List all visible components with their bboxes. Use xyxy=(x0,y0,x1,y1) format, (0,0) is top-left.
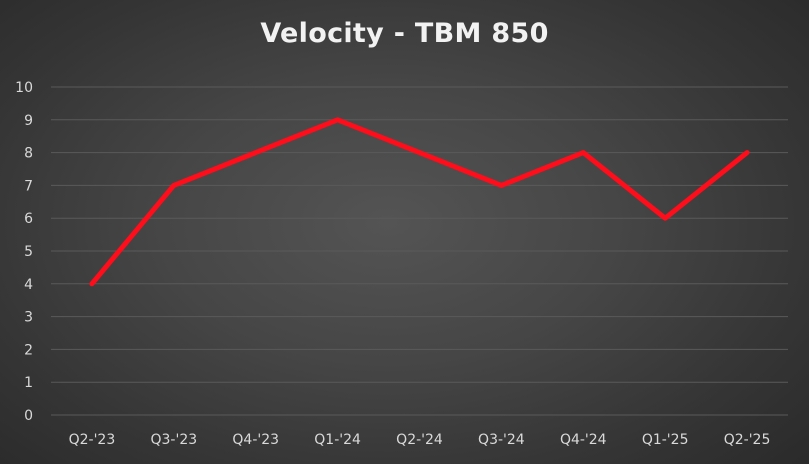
x-axis-labels: Q2-'23 Q3-'23 Q4-'23 Q1-'24 Q2-'24 Q3-'24 Q4-'… xyxy=(69,432,771,448)
x-tick-label: Q4-'24 xyxy=(560,432,607,448)
gridlines xyxy=(51,86,788,416)
y-tick-label: 7 xyxy=(24,178,33,194)
y-tick-label: 0 xyxy=(24,408,33,424)
x-tick-label: Q2-'24 xyxy=(396,432,443,448)
x-tick-label: Q1-'25 xyxy=(642,432,689,448)
x-tick-label: Q3-'23 xyxy=(151,432,198,448)
y-tick-label: 8 xyxy=(24,146,33,162)
chart-title: Velocity - TBM 850 xyxy=(260,18,549,49)
x-tick-label: Q4-'23 xyxy=(232,432,279,448)
y-tick-label: 1 xyxy=(24,375,33,391)
y-tick-label: 6 xyxy=(24,211,33,227)
series-velocity xyxy=(89,117,750,287)
x-tick-label: Q2-'23 xyxy=(69,432,116,448)
x-tick-label: Q1-'24 xyxy=(314,432,361,448)
y-tick-label: 3 xyxy=(24,310,33,326)
y-tick-label: 5 xyxy=(24,244,33,260)
y-tick-label: 10 xyxy=(15,80,33,96)
x-tick-label: Q3-'24 xyxy=(478,432,525,448)
y-tick-label: 4 xyxy=(24,277,33,293)
y-tick-label: 9 xyxy=(24,113,33,129)
x-tick-label: Q2-'25 xyxy=(724,432,771,448)
y-axis-labels: 0 1 2 3 4 5 6 7 8 9 10 xyxy=(15,80,33,424)
data-line xyxy=(89,117,750,287)
y-tick-label: 2 xyxy=(24,342,33,358)
